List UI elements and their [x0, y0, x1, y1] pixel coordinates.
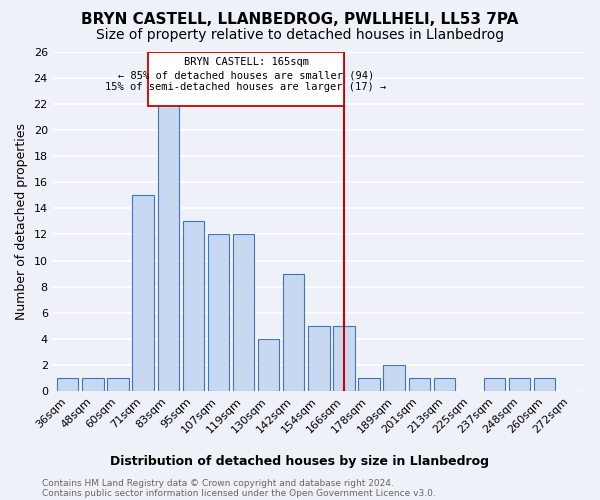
Bar	[358, 378, 380, 391]
FancyBboxPatch shape	[148, 52, 344, 106]
Bar	[534, 378, 556, 391]
Text: ← 85% of detached houses are smaller (94): ← 85% of detached houses are smaller (94…	[118, 70, 374, 81]
Bar	[258, 339, 279, 391]
Y-axis label: Number of detached properties: Number of detached properties	[15, 123, 28, 320]
Bar	[57, 378, 79, 391]
Text: Contains public sector information licensed under the Open Government Licence v3: Contains public sector information licen…	[42, 489, 436, 498]
Bar	[158, 104, 179, 391]
Bar	[133, 195, 154, 391]
Bar	[308, 326, 329, 391]
Bar	[509, 378, 530, 391]
Text: BRYN CASTELL: 165sqm: BRYN CASTELL: 165sqm	[184, 58, 308, 68]
Bar	[208, 234, 229, 391]
Bar	[434, 378, 455, 391]
Bar	[283, 274, 304, 391]
Text: Distribution of detached houses by size in Llanbedrog: Distribution of detached houses by size …	[110, 455, 490, 468]
Bar	[233, 234, 254, 391]
Bar	[383, 365, 405, 391]
Text: BRYN CASTELL, LLANBEDROG, PWLLHELI, LL53 7PA: BRYN CASTELL, LLANBEDROG, PWLLHELI, LL53…	[82, 12, 518, 28]
Text: Size of property relative to detached houses in Llanbedrog: Size of property relative to detached ho…	[96, 28, 504, 42]
Bar	[107, 378, 128, 391]
Bar	[82, 378, 104, 391]
Text: Contains HM Land Registry data © Crown copyright and database right 2024.: Contains HM Land Registry data © Crown c…	[42, 479, 394, 488]
Bar	[182, 222, 204, 391]
Bar	[409, 378, 430, 391]
Bar	[333, 326, 355, 391]
Bar	[484, 378, 505, 391]
Text: 15% of semi-detached houses are larger (17) →: 15% of semi-detached houses are larger (…	[106, 82, 386, 92]
